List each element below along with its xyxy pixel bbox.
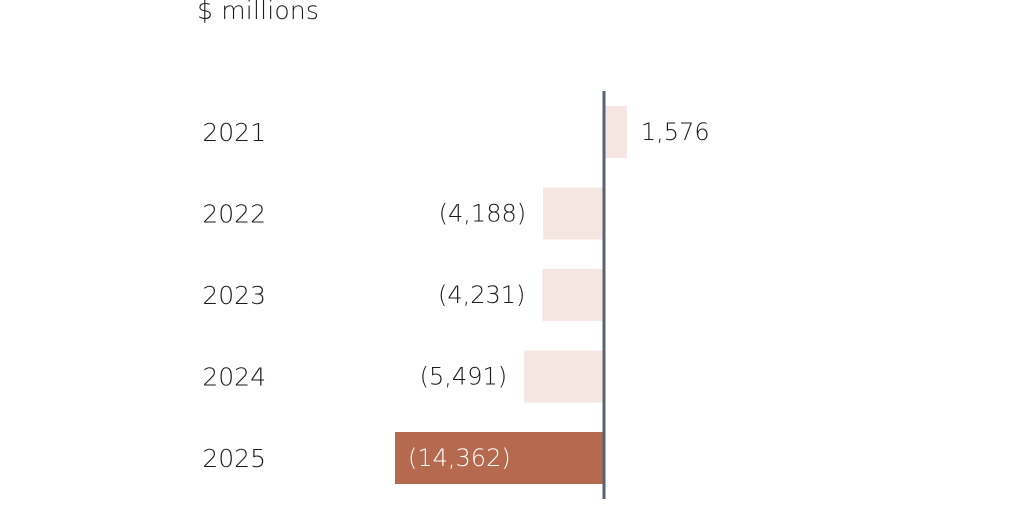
value-label-2023: (4,231) [438, 281, 525, 309]
bar-2021 [604, 106, 627, 158]
bar-2024 [524, 350, 604, 403]
bar-2022 [543, 187, 604, 240]
unit-label: $ millions [197, 0, 320, 25]
value-label-2021: 1,576 [641, 118, 710, 146]
category-label-2022: 2022 [202, 200, 266, 229]
category-label-2025: 2025 [202, 444, 266, 473]
bar-2025 [395, 432, 604, 484]
category-label-2024: 2024 [202, 363, 266, 392]
value-label-2022: (4,188) [439, 200, 526, 228]
category-label-2021: 2021 [202, 118, 266, 147]
value-label-2024: (5,491) [420, 363, 507, 391]
category-label-2023: 2023 [202, 281, 266, 310]
value-label-2025: (14,362) [408, 444, 511, 472]
bar-2023 [542, 269, 604, 321]
